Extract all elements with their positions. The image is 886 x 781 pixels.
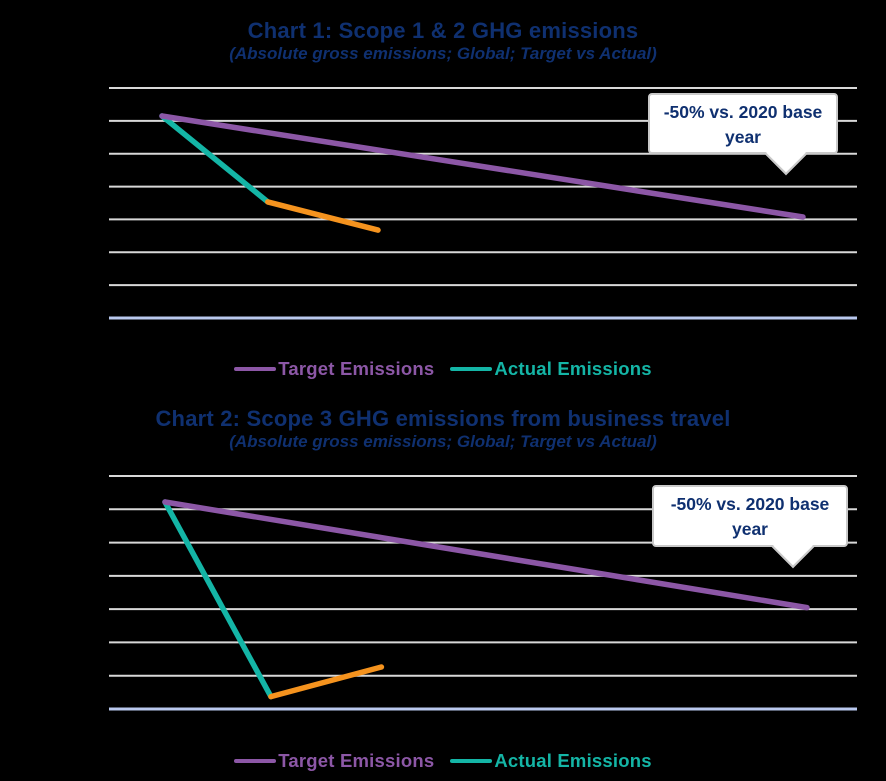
chart2-legend-label-target: Target Emissions [278, 750, 435, 771]
chart1-legend-item-target: Target Emissions [234, 358, 434, 380]
target-line-swatch-icon [234, 366, 277, 372]
chart1-series-orange-continuation-line [265, 199, 381, 233]
chart1-legend-item-actual: Actual Emissions [450, 358, 652, 380]
actual-line-swatch-icon [450, 366, 493, 372]
chart2-subtitle: (Absolute gross emissions; Global; Targe… [229, 432, 657, 451]
target-line-swatch-icon [234, 758, 277, 764]
chart2-legend: Target Emissions Actual Emissions [0, 750, 886, 772]
chart2-series-target-line [162, 499, 810, 611]
chart2-series-orange-continuation-line [268, 664, 385, 700]
chart2-series-actual-line [162, 499, 274, 700]
chart2-legend-label-actual: Actual Emissions [494, 750, 652, 771]
chart2-plot-group [109, 475, 857, 711]
chart1-callout-text: -50% vs. 2020 base year [663, 102, 823, 147]
chart2-callout: -50% vs. 2020 base year [652, 485, 848, 569]
chart1-subtitle: (Absolute gross emissions; Global; Targe… [229, 44, 657, 63]
chart1-series-target-line [159, 113, 806, 220]
chart1-series-actual-line [159, 113, 271, 205]
actual-line-swatch-icon [450, 758, 493, 764]
chart2-callout-text: -50% vs. 2020 base year [670, 494, 830, 539]
chart1-legend-label-target: Target Emissions [278, 358, 435, 379]
chart2-legend-item-actual: Actual Emissions [450, 750, 652, 772]
chart1-callout: -50% vs. 2020 base year [648, 93, 838, 176]
chart1-legend: Target Emissions Actual Emissions [0, 358, 886, 380]
chart1-title: Chart 1: Scope 1 & 2 GHG emissions [247, 18, 639, 43]
chart2-title: Chart 2: Scope 3 GHG emissions from busi… [155, 406, 731, 431]
chart2-legend-item-target: Target Emissions [234, 750, 434, 772]
chart1-legend-label-actual: Actual Emissions [494, 358, 652, 379]
chart1-plot-group [109, 87, 857, 320]
